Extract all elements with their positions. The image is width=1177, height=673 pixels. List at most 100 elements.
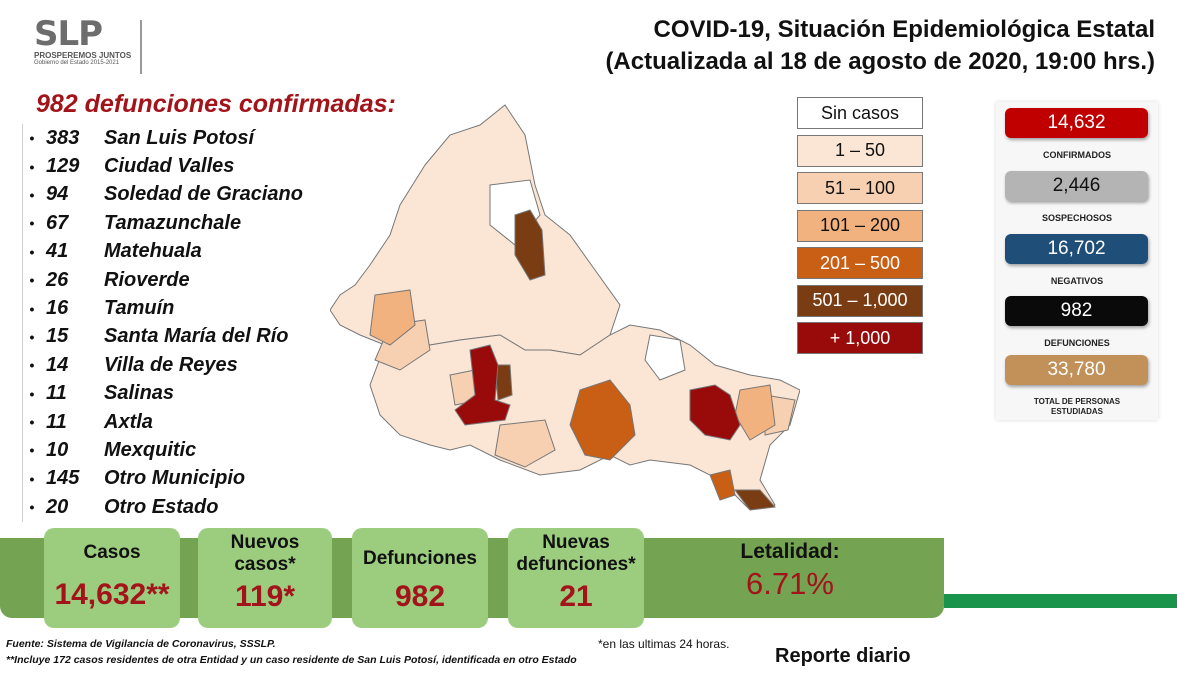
card-casos-label: Casos (83, 542, 141, 563)
footnote-note: **Incluye 172 casos residentes de otra E… (6, 654, 577, 666)
list-item: • 26 Rioverde (22, 266, 332, 294)
municipality-name: Tamuín (104, 297, 175, 320)
municipality-name: Matehuala (104, 240, 202, 263)
list-item: • 20 Otro Estado (22, 493, 332, 521)
map-legend: Sin casos 1 – 50 51 – 100 101 – 200 201 – 50… (797, 97, 923, 360)
bullet-icon: • (29, 158, 35, 175)
deaths-list: • 383 San Luis Potosí • 129 Ciudad Valles • 94 S… (22, 124, 332, 522)
bullet-icon: • (29, 272, 35, 289)
card-nuevos-casos-label: Nuevos casos* (230, 532, 300, 575)
map-region-orange-2 (709, 469, 736, 501)
stat-label: DEFUNCIONES (1044, 338, 1110, 348)
card-letalidad: Letalidad: 6.71% (680, 540, 900, 602)
letalidad-value: 6.71% (746, 566, 834, 601)
logo-divider (140, 20, 142, 74)
footnote-source: Fuente: Sistema de Vigilancia de Coronav… (6, 638, 276, 650)
municipality-name: Mexquitic (104, 438, 197, 461)
list-item: • 14 Villa de Reyes (22, 351, 332, 379)
death-count: 41 (46, 240, 69, 263)
bullet-icon: • (29, 470, 35, 487)
map-region-mid-2 (734, 384, 776, 441)
title-line-1: COVID-19, Situación Epidemiológica Estat… (653, 16, 1155, 43)
bullet-icon: • (29, 243, 35, 260)
death-count: 15 (46, 325, 69, 348)
stat-label: TOTAL DE PERSONAS ESTUDIADAS (1033, 397, 1121, 416)
bullet-icon: • (29, 385, 35, 402)
municipality-name: Santa María del Río (104, 325, 289, 348)
map-municipalities (330, 104, 800, 511)
death-count: 145 (46, 467, 80, 490)
bullet-icon: • (29, 300, 35, 317)
list-item: • 383 San Luis Potosí (22, 124, 332, 152)
stat-value: 2,446 (1005, 171, 1148, 201)
map-region-mid-1 (369, 289, 416, 346)
stat-value: 982 (1005, 296, 1148, 326)
bullet-icon: • (29, 442, 35, 459)
municipality-name: Soledad de Graciano (104, 183, 303, 206)
stat-value: 16,702 (1005, 234, 1148, 264)
card-nuevos-casos: Nuevos casos* 119* (198, 528, 332, 628)
stat-label: CONFIRMADOS (1043, 150, 1111, 160)
legend-item: 51 – 100 (797, 172, 923, 204)
map-region-red-2 (689, 384, 741, 441)
page-title: COVID-19, Situación Epidemiológica Estat… (605, 14, 1155, 78)
death-count: 383 (46, 126, 80, 149)
legend-item: 101 – 200 (797, 209, 923, 242)
death-count: 94 (46, 183, 69, 206)
municipality-name: Otro Municipio (104, 467, 246, 490)
list-item: • 15 Santa María del Río (22, 323, 332, 351)
letalidad-label: Letalidad: (740, 540, 840, 563)
bullet-icon: • (29, 499, 35, 516)
card-nuevas-defunciones-label: Nuevas defunciones* (516, 532, 636, 575)
footnote-last24: *en las ultimas 24 horas. (598, 637, 730, 651)
list-divider (22, 124, 23, 522)
title-line-2: (Actualizada al 18 de agosto de 2020, 19… (605, 48, 1155, 75)
municipality-name: Villa de Reyes (104, 353, 238, 376)
list-item: • 41 Matehuala (22, 238, 332, 266)
stat-value: 33,780 (1005, 355, 1148, 385)
summary-stripe (944, 594, 1177, 608)
municipality-name: San Luis Potosí (104, 126, 255, 149)
legend-item: 501 – 1,000 (797, 284, 923, 317)
death-count: 16 (46, 297, 69, 320)
municipality-name: Rioverde (104, 268, 190, 291)
legend-item: Sin casos (797, 97, 923, 129)
stat-value: 14,632 (1005, 108, 1148, 138)
death-count: 20 (46, 495, 69, 518)
deaths-heading: 982 defunciones confirmadas: (36, 90, 396, 118)
bullet-icon: • (29, 328, 35, 345)
death-count: 10 (46, 438, 69, 461)
death-count: 129 (46, 155, 80, 178)
map-region-red-1 (454, 344, 511, 426)
map-region-white-2 (644, 334, 686, 381)
municipality-name: Axtla (104, 410, 153, 433)
list-item: • 16 Tamuín (22, 294, 332, 322)
state-map (330, 104, 800, 511)
map-region-brown-1 (514, 209, 546, 281)
list-item: • 11 Axtla (22, 408, 332, 436)
legend-item: 201 – 500 (797, 247, 923, 279)
card-defunciones-label: Defunciones (362, 548, 478, 569)
legend-item: 1 – 50 (797, 134, 923, 167)
map-region-light-2 (494, 419, 556, 468)
slp-logo: SLP PROSPEREMOS JUNTOS Gobierno del Esta… (34, 14, 144, 78)
municipality-name: Ciudad Valles (104, 155, 235, 178)
logo-subtitle: Gobierno del Estado 2015-2021 (34, 60, 120, 66)
death-count: 14 (46, 353, 69, 376)
death-count: 26 (46, 268, 69, 291)
map-region-brown-2 (494, 364, 513, 401)
municipality-name: Otro Estado (104, 495, 219, 518)
stat-label: NEGATIVOS (1050, 276, 1104, 286)
card-defunciones-value: 982 (394, 580, 446, 613)
list-item: • 94 Soledad de Graciano (22, 181, 332, 209)
legend-item: + 1,000 (797, 322, 923, 354)
bullet-icon: • (29, 215, 35, 232)
list-item: • 67 Tamazunchale (22, 209, 332, 237)
stats-panel: 14,632 CONFIRMADOS 2,446 SOSPECHOSOS 16,702 N… (996, 102, 1158, 420)
card-nuevas-defunciones: Nuevas defunciones* 21 (508, 528, 644, 628)
stat-label: SOSPECHOSOS (1041, 213, 1113, 223)
card-nuevos-casos-value: 119* (234, 580, 296, 613)
municipality-name: Salinas (104, 382, 175, 405)
bullet-icon: • (29, 414, 35, 431)
bullet-icon: • (29, 357, 35, 374)
